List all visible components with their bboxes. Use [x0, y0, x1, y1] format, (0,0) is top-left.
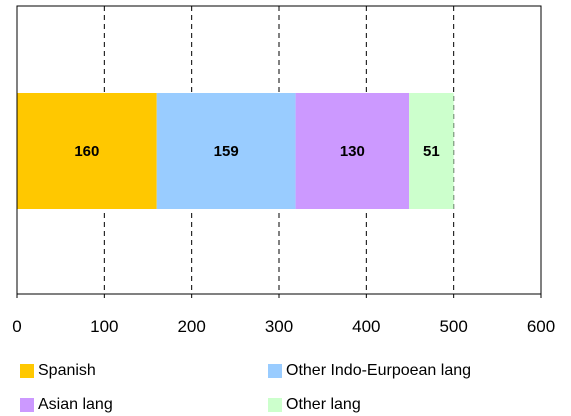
legend-label-other-lang: Other lang: [286, 396, 361, 413]
legend-label-spanish: Spanish: [38, 362, 96, 379]
legend-swatch-other-lang: [268, 398, 282, 412]
legend-item-spanish: Spanish: [20, 362, 96, 380]
bar-segment: [409, 93, 454, 209]
legend-item-asian: Asian lang: [20, 396, 113, 414]
legend-item-other-lang: Other lang: [268, 396, 361, 414]
x-tick-label: 500: [439, 317, 467, 336]
stacked-bar-chart: 160 159 130 51 0 100 200 300 400 500 600: [12, 5, 555, 336]
bar-data-label: 160: [74, 143, 99, 160]
legend: Spanish Other Indo-Eurpoean lang Asian l…: [0, 356, 571, 416]
x-tick-label: 300: [265, 317, 293, 336]
bar-segment: [17, 93, 157, 209]
bar-data-label: 130: [340, 143, 365, 160]
plot-frame: [16, 5, 542, 295]
x-tick-label: 100: [90, 317, 118, 336]
legend-swatch-spanish: [20, 364, 34, 378]
bar-data-label: 51: [423, 143, 440, 160]
x-tick-label: 200: [177, 317, 205, 336]
legend-swatch-other-indo-european: [268, 364, 282, 378]
legend-swatch-asian: [20, 398, 34, 412]
bar-segment: [295, 93, 410, 209]
x-tick-label: 600: [527, 317, 555, 336]
bar-stack: 160 159 130 51: [17, 93, 454, 209]
legend-item-other-indo-european: Other Indo-Eurpoean lang: [268, 362, 471, 380]
x-tick-label: 0: [12, 317, 21, 336]
x-tick-label: 400: [352, 317, 380, 336]
legend-label-asian: Asian lang: [38, 396, 113, 413]
bar-data-label: 159: [214, 143, 239, 160]
x-axis: 0 100 200 300 400 500 600: [12, 294, 555, 336]
bar-segment: [156, 93, 296, 209]
legend-label-other-indo-european: Other Indo-Eurpoean lang: [286, 362, 472, 379]
